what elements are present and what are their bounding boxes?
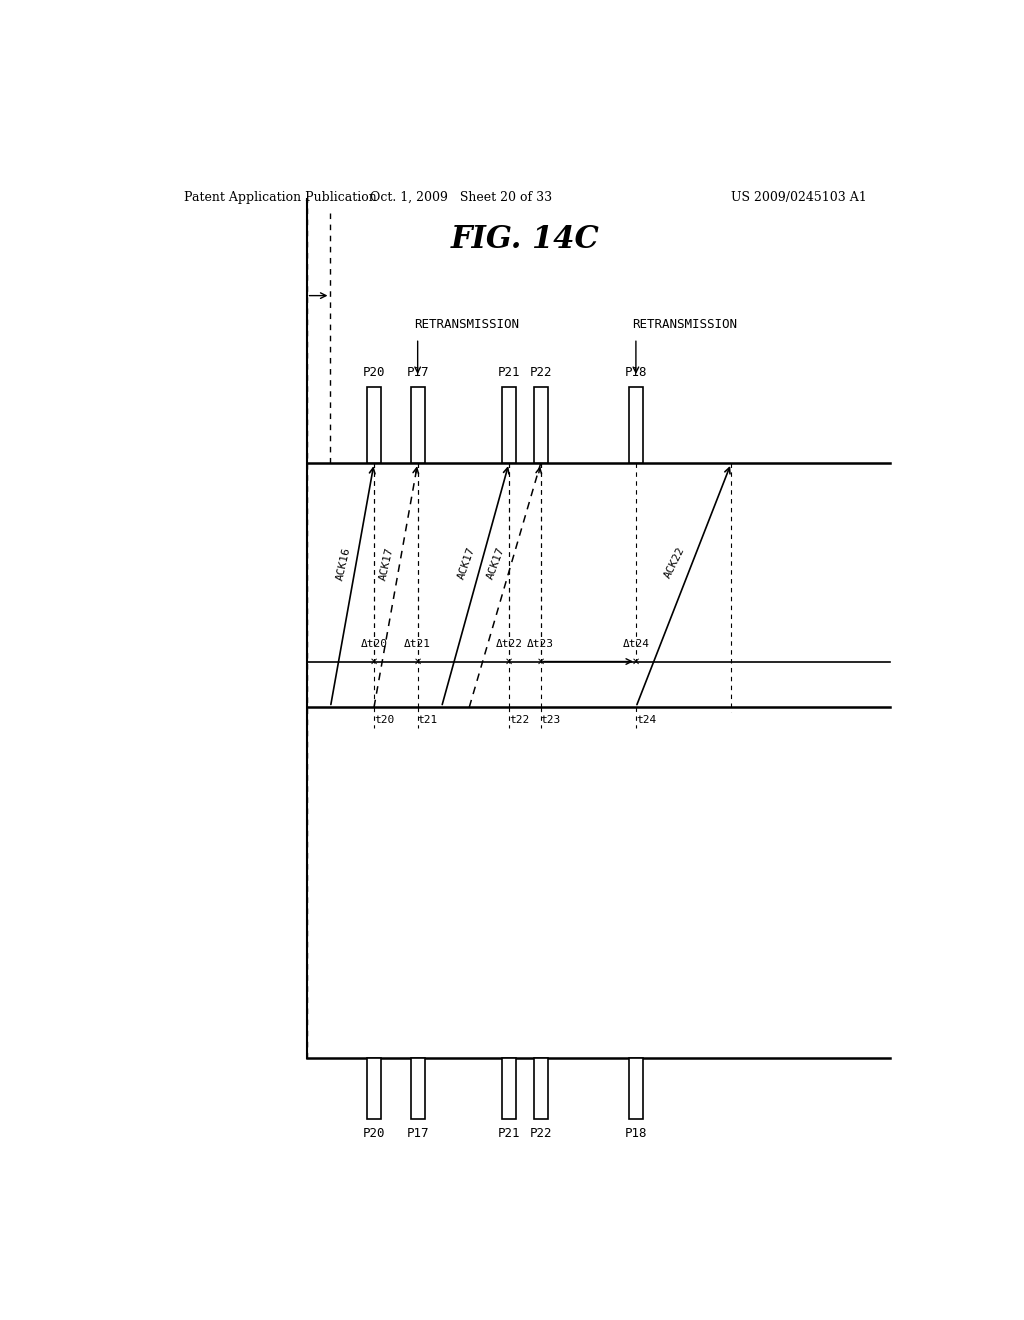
Text: FIG. 14C: FIG. 14C xyxy=(451,224,599,256)
Text: RETRANSMISSION: RETRANSMISSION xyxy=(414,318,519,331)
Text: P17: P17 xyxy=(407,1127,429,1140)
Text: ✕: ✕ xyxy=(505,656,513,667)
Bar xyxy=(411,387,425,463)
Text: P20: P20 xyxy=(362,1127,385,1140)
Bar xyxy=(534,387,548,463)
Text: t22: t22 xyxy=(509,715,529,726)
Text: P22: P22 xyxy=(529,1127,552,1140)
Bar xyxy=(367,1057,381,1119)
Bar xyxy=(502,387,516,463)
Text: US 2009/0245103 A1: US 2009/0245103 A1 xyxy=(731,191,867,203)
Bar xyxy=(534,1057,548,1119)
Bar xyxy=(502,1057,516,1119)
Bar xyxy=(629,387,643,463)
Bar xyxy=(411,1057,425,1119)
Text: t20: t20 xyxy=(374,715,394,726)
Text: Δt21: Δt21 xyxy=(404,639,431,649)
Text: ACK16: ACK16 xyxy=(335,546,352,581)
Text: P22: P22 xyxy=(529,366,552,379)
Text: RETRANSMISSION: RETRANSMISSION xyxy=(632,318,737,331)
Text: P21: P21 xyxy=(498,366,520,379)
Text: ✕: ✕ xyxy=(414,656,422,667)
Text: Δt23: Δt23 xyxy=(527,639,554,649)
Text: t23: t23 xyxy=(541,715,561,726)
Text: Δt22: Δt22 xyxy=(496,639,522,649)
Text: ✕: ✕ xyxy=(632,656,640,667)
Text: P18: P18 xyxy=(625,1127,647,1140)
Text: P18: P18 xyxy=(625,366,647,379)
Text: P17: P17 xyxy=(407,366,429,379)
Text: P21: P21 xyxy=(498,1127,520,1140)
Text: P20: P20 xyxy=(362,366,385,379)
Bar xyxy=(367,387,381,463)
Text: ✕: ✕ xyxy=(370,656,378,667)
Text: Δt24: Δt24 xyxy=(623,639,649,649)
Bar xyxy=(629,1057,643,1119)
Text: ACK22: ACK22 xyxy=(664,545,687,579)
Text: ACK17: ACK17 xyxy=(485,545,507,581)
Text: t21: t21 xyxy=(418,715,438,726)
Text: ACK17: ACK17 xyxy=(378,546,395,581)
Text: ✕: ✕ xyxy=(537,656,545,667)
Text: Oct. 1, 2009   Sheet 20 of 33: Oct. 1, 2009 Sheet 20 of 33 xyxy=(371,191,552,203)
Text: ACK17: ACK17 xyxy=(456,545,477,581)
Text: Patent Application Publication: Patent Application Publication xyxy=(183,191,376,203)
Text: Δt20: Δt20 xyxy=(360,639,387,649)
Text: t24: t24 xyxy=(636,715,656,726)
